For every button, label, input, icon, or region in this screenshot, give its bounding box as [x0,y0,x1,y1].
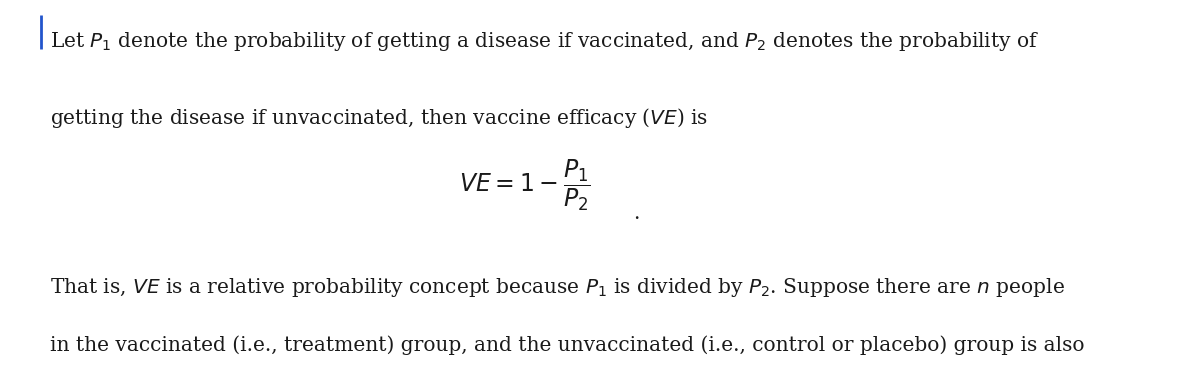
Text: .: . [632,204,640,223]
Text: $VE = 1 - \dfrac{P_1}{P_2}$: $VE = 1 - \dfrac{P_1}{P_2}$ [458,157,590,213]
Text: That is, $VE$ is a relative probability concept because $P_1$ is divided by $P_2: That is, $VE$ is a relative probability … [49,276,1064,299]
Text: Let $P_1$ denote the probability of getting a disease if vaccinated, and $P_2$ d: Let $P_1$ denote the probability of gett… [49,30,1039,53]
Text: getting the disease if unvaccinated, then vaccine efficacy ($VE$) is: getting the disease if unvaccinated, the… [49,106,708,130]
Text: in the vaccinated (i.e., treatment) group, and the unvaccinated (i.e., control o: in the vaccinated (i.e., treatment) grou… [49,335,1084,354]
